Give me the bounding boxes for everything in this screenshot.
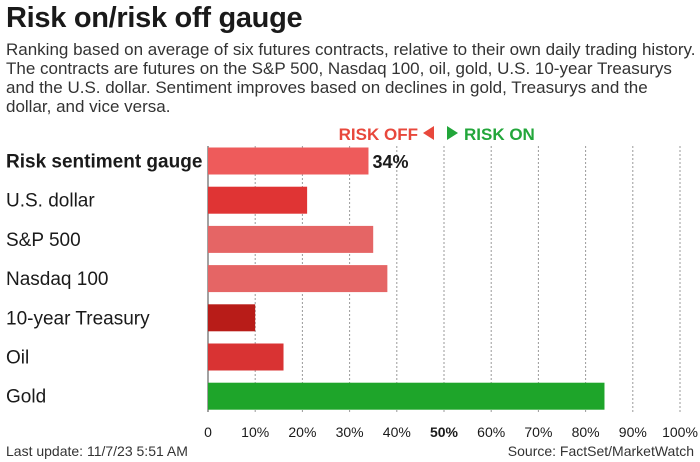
x-tick-label: 70%	[524, 424, 552, 440]
x-tick-label: 90%	[619, 424, 647, 440]
category-label: Risk sentiment gauge	[6, 152, 202, 173]
chart-title: Risk on/risk off gauge	[6, 2, 303, 34]
category-labels: Risk sentiment gauge 34% U.S. dollar S&P 50…	[6, 152, 409, 408]
bar-oil	[208, 343, 284, 371]
x-tick-label: 50%	[430, 424, 459, 440]
risk-off-label: RISK OFF	[339, 125, 418, 144]
x-tick-label: 10%	[241, 424, 269, 440]
category-label: Oil	[6, 348, 29, 369]
category-label: 10-year Treasury	[6, 308, 150, 329]
x-tick-label: 20%	[288, 424, 316, 440]
source-note: Source: FactSet/MarketWatch	[507, 443, 694, 459]
bar-u-s-dollar	[208, 186, 308, 214]
x-tick-label: 30%	[336, 424, 364, 440]
x-tick-label: 60%	[477, 424, 505, 440]
risk-off-arrow-icon	[423, 126, 434, 140]
x-tick-label: 100%	[662, 424, 698, 440]
x-tick-label: 40%	[383, 424, 411, 440]
x-tick-label: 80%	[572, 424, 600, 440]
value-label: 34%	[372, 152, 408, 172]
bars	[208, 147, 605, 410]
last-update: Last update: 11/7/23 5:51 AM	[6, 443, 188, 459]
risk-legend: RISK OFF RISK ON	[339, 125, 535, 144]
category-label: Nasdaq 100	[6, 269, 108, 290]
category-label: Gold	[6, 387, 46, 408]
x-tick-label: 0	[204, 424, 212, 440]
risk-on-arrow-icon	[447, 126, 458, 140]
bar-risk-sentiment-gauge	[208, 147, 369, 175]
risk-on-label: RISK ON	[464, 125, 535, 144]
bar-gold	[208, 382, 605, 410]
bar-s-p-500	[208, 225, 374, 253]
category-label: S&P 500	[6, 230, 81, 251]
x-axis-ticks: 0 10% 20% 30% 40% 50% 60% 70% 80% 90% 100%	[204, 424, 698, 440]
bar-10-year-treasury	[208, 304, 256, 332]
bar-nasdaq-100	[208, 265, 388, 293]
chart-subtitle: Ranking based on average of six futures …	[6, 40, 696, 116]
category-label: U.S. dollar	[6, 191, 95, 212]
